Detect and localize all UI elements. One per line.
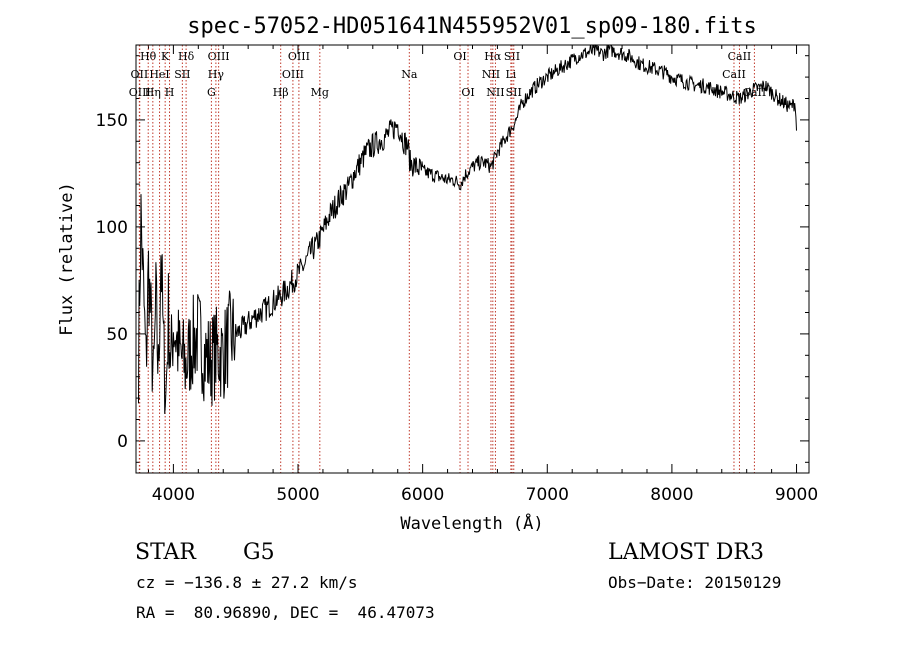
y-tick-label: 50 (106, 325, 128, 345)
spectral-line-label: HeI (149, 68, 169, 81)
x-tick-label: 7000 (526, 485, 569, 505)
spectral-line-label: Na (401, 68, 418, 81)
redshift-cz: cz = −136.8 ± 27.2 km/s (136, 573, 358, 592)
spectral-line-label: K (161, 50, 170, 63)
plot-frame (135, 44, 810, 474)
chart-title: spec-57052-HD051641N455952V01_sp09-180.f… (187, 14, 757, 39)
x-tick-label: 5000 (276, 485, 319, 505)
x-tick-label: 4000 (152, 485, 195, 505)
spectral-line-label: OIII (129, 86, 151, 99)
spectral-line-label: Li (505, 68, 516, 81)
spectral-line-label: Mg (311, 86, 329, 99)
spectral-line-label: SII (504, 50, 520, 63)
spectral-line-label: NII (486, 86, 504, 99)
spectral-line-label: G (207, 86, 216, 99)
spectral-line-label: SII (506, 86, 522, 99)
spectral-line-label: OI (453, 50, 466, 63)
x-tick-label: 9000 (775, 485, 818, 505)
spectral-line-label: OI (461, 86, 474, 99)
spectral-line-label: Hδ (178, 50, 195, 63)
survey-label: LAMOST DR3 (608, 540, 764, 565)
spectral-line-label: Hγ (208, 68, 225, 81)
y-tick-label: 0 (117, 432, 128, 452)
y-tick-label: 100 (96, 218, 128, 238)
spectral-line-label: Hη (145, 86, 161, 99)
spectral-line-label: NII (482, 68, 500, 81)
spectral-line-label: Hβ (273, 86, 289, 99)
spectral-line-label: CaII (722, 68, 746, 81)
x-tick-label: 8000 (650, 485, 693, 505)
y-tick-label: 150 (96, 111, 128, 131)
spectral-line-label: Hα (484, 50, 502, 63)
spectral-line-label: OIII (208, 50, 230, 63)
object-class: STAR (135, 540, 196, 565)
flux-series-line (138, 44, 797, 414)
x-axis-label: Wavelength (Å) (400, 512, 543, 534)
spectral-line-label: OIII (282, 68, 304, 81)
obs-date: Obs−Date: 20150129 (608, 573, 782, 592)
spectral-line-label: Hθ (140, 50, 157, 63)
object-subclass: G5 (243, 540, 275, 565)
spectral-line-label: H (165, 86, 175, 99)
spectral-line-label: CaII (728, 50, 752, 63)
y-axis-label: Flux (relative) (57, 182, 77, 336)
coordinates: RA = 80.96890, DEC = 46.47073 (136, 603, 435, 622)
spectral-line-label: SII (174, 68, 190, 81)
x-tick-label: 6000 (401, 485, 444, 505)
spectral-line-label: OIII (288, 50, 310, 63)
